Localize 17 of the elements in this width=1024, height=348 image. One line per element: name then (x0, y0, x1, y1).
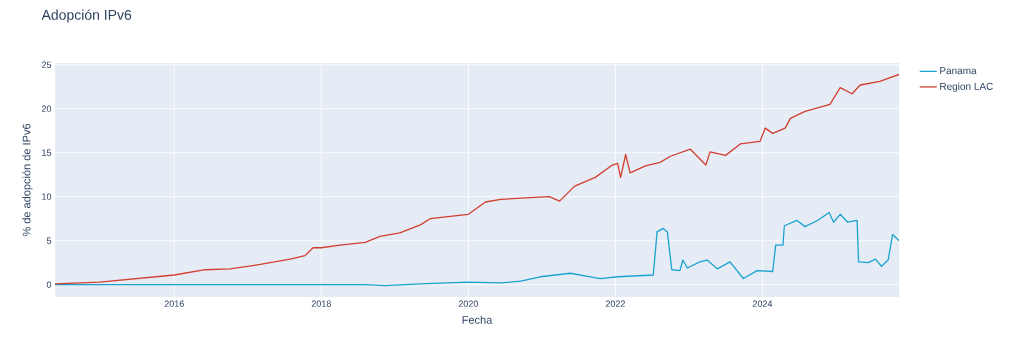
y-tick-label: 10 (42, 193, 52, 200)
y-tick-label: 5 (46, 237, 52, 244)
chart-title: Adopción IPv6 (41, 9, 132, 23)
x-axis-title: Fecha (462, 315, 493, 324)
y-axis-title: % de adopción de IPv6 (22, 123, 33, 237)
legend-label: Panama (940, 67, 977, 75)
y-tick-label: 25 (41, 61, 52, 68)
line-series (55, 73, 900, 285)
x-tick-label: 2018 (311, 300, 331, 307)
x-tick-label: 2016 (164, 300, 184, 307)
y-tick-label: 0 (46, 281, 52, 288)
legend-label: Region LAC (940, 82, 993, 92)
x-tick-label: 2024 (752, 300, 773, 307)
y-tick-label: 20 (41, 105, 52, 112)
y-tick-label: 15 (42, 149, 52, 156)
x-tick-label: 2022 (605, 300, 625, 307)
x-tick-label: 2020 (458, 300, 479, 307)
